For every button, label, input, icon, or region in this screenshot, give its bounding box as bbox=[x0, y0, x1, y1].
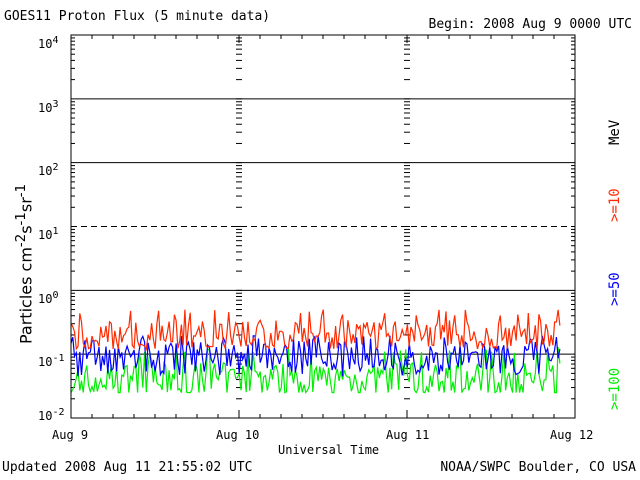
y-tick-label: 102 bbox=[38, 162, 59, 178]
series-line-ge100 bbox=[70, 347, 561, 395]
plot-frame bbox=[70, 34, 576, 419]
legend-ge50: >=50 bbox=[607, 272, 623, 306]
legend-ge10: >=10 bbox=[607, 188, 623, 222]
x-tick-label: Aug 12 bbox=[550, 428, 594, 442]
y-tick-label: 101 bbox=[38, 226, 59, 242]
y-tick-label: 10-2 bbox=[38, 407, 65, 423]
y-tick-label: 104 bbox=[38, 35, 59, 51]
chart-title: GOES11 Proton Flux (5 minute data) bbox=[4, 9, 271, 24]
x-tick-label: Aug 9 bbox=[52, 428, 89, 442]
legend-ge100: >=100 bbox=[607, 367, 623, 410]
y-tick-label: 103 bbox=[38, 99, 59, 115]
series-line-ge50 bbox=[70, 334, 561, 377]
x-tick-label: Aug 11 bbox=[386, 428, 430, 442]
y-axis-label: Particles cm-2s-1sr-1 bbox=[14, 183, 36, 344]
y-tick-label: 100 bbox=[38, 290, 59, 306]
begin-timestamp: Begin: 2008 Aug 9 0000 UTC bbox=[428, 17, 633, 32]
x-tick-label: Aug 10 bbox=[216, 428, 260, 442]
unit-label-mev: MeV bbox=[607, 119, 623, 145]
updated-timestamp: Updated 2008 Aug 11 21:55:02 UTC bbox=[2, 460, 253, 475]
series-line-ge10 bbox=[70, 309, 561, 352]
y-tick-label: 10-1 bbox=[38, 353, 65, 369]
credit-text: NOAA/SWPC Boulder, CO USA bbox=[440, 460, 636, 475]
x-axis-label: Universal Time bbox=[278, 443, 380, 457]
